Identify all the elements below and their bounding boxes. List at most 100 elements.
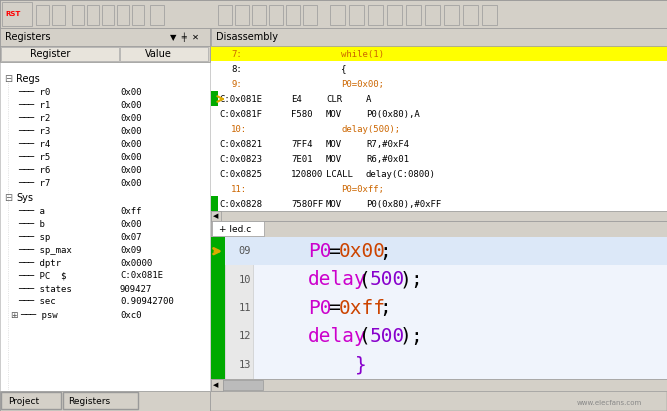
Bar [225, 237, 667, 266]
Text: R6,#0x01: R6,#0x01 [366, 155, 409, 164]
Text: Regs: Regs [16, 74, 40, 84]
Bar [2, 2, 32, 26]
Text: delay(C:0800): delay(C:0800) [366, 169, 436, 178]
Bar [235, 5, 249, 25]
Bar [212, 221, 264, 236]
Text: 7FF4: 7FF4 [291, 139, 313, 148]
Bar [349, 5, 364, 25]
Bar [211, 379, 667, 391]
Text: Registers: Registers [5, 32, 51, 42]
Bar [0, 0, 667, 28]
Text: 13: 13 [239, 360, 251, 370]
Text: C:0x081F: C:0x081F [219, 109, 262, 118]
Text: ─── a: ─── a [18, 206, 45, 215]
Bar [211, 211, 667, 221]
Text: C:0x0825: C:0x0825 [219, 169, 262, 178]
Bar [36, 5, 49, 25]
Bar [303, 5, 317, 25]
Text: MOV: MOV [326, 155, 342, 164]
Bar [211, 91, 667, 106]
Bar [406, 5, 421, 25]
Text: 7:: 7: [231, 49, 241, 58]
Bar [52, 5, 65, 25]
Bar [482, 5, 497, 25]
Text: ─── dptr: ─── dptr [18, 259, 61, 268]
Bar [269, 5, 283, 25]
Text: delay: delay [308, 270, 367, 289]
Text: =: = [328, 242, 340, 261]
Text: MOV: MOV [326, 139, 342, 148]
Bar [211, 76, 667, 91]
Text: F580: F580 [291, 109, 313, 118]
Bar [211, 136, 667, 151]
Text: 0.90942700: 0.90942700 [120, 298, 173, 307]
Text: ─── r5: ─── r5 [18, 152, 50, 162]
Bar [211, 221, 667, 237]
Bar [211, 106, 667, 121]
Bar [0, 28, 210, 411]
Text: ;: ; [410, 327, 422, 346]
Bar [0, 28, 210, 46]
Bar [211, 237, 225, 379]
Text: ─── sec: ─── sec [18, 298, 55, 307]
Bar [463, 5, 478, 25]
Text: ;: ; [380, 298, 391, 318]
Text: LCALL: LCALL [326, 169, 353, 178]
Bar [211, 46, 667, 61]
Text: 909427: 909427 [120, 284, 152, 293]
Text: ⊟: ⊟ [4, 74, 12, 84]
Text: Value: Value [145, 49, 172, 59]
Text: 0xff: 0xff [120, 206, 141, 215]
Text: Project: Project [8, 397, 39, 406]
Text: ): ) [400, 327, 412, 346]
Text: P0(0x80),A: P0(0x80),A [366, 109, 420, 118]
Text: 0x00: 0x00 [120, 152, 141, 162]
Bar [150, 5, 164, 25]
Bar [211, 91, 218, 106]
Bar [286, 5, 300, 25]
Bar [102, 5, 114, 25]
Text: Register: Register [30, 49, 71, 59]
Text: P0: P0 [308, 242, 331, 261]
Text: Registers: Registers [68, 397, 110, 406]
Text: Disassembly: Disassembly [216, 32, 278, 42]
Text: ): ) [400, 270, 412, 289]
Bar [0, 391, 210, 411]
Text: 0x0000: 0x0000 [120, 259, 152, 268]
Text: 0xc0: 0xc0 [120, 310, 141, 319]
Text: 0xff: 0xff [339, 298, 386, 318]
Bar [72, 5, 84, 25]
Text: ⊞: ⊞ [10, 310, 17, 319]
Bar [87, 5, 99, 25]
Text: 7E01: 7E01 [291, 155, 313, 164]
Bar [211, 379, 223, 391]
Text: 120800: 120800 [291, 169, 323, 178]
Text: ─── r0: ─── r0 [18, 88, 50, 97]
Text: Sys: Sys [16, 193, 33, 203]
Text: 0x00: 0x00 [120, 139, 141, 148]
Bar [211, 151, 667, 166]
Bar [211, 46, 667, 211]
Text: P0=0xff;: P0=0xff; [341, 185, 384, 194]
Text: 0x00: 0x00 [120, 166, 141, 175]
Text: ─── b: ─── b [18, 219, 45, 229]
Text: =: = [328, 298, 340, 318]
Text: {: { [341, 65, 346, 74]
Text: A: A [366, 95, 372, 104]
Text: 0x00: 0x00 [120, 219, 141, 229]
Text: ◀: ◀ [213, 382, 218, 388]
Text: ─── sp: ─── sp [18, 233, 50, 242]
Text: ─── states: ─── states [18, 284, 72, 293]
Text: delay(500);: delay(500); [341, 125, 400, 134]
Text: C:0x081E: C:0x081E [120, 272, 163, 280]
Text: 8:: 8: [231, 65, 241, 74]
Text: 0x00: 0x00 [120, 127, 141, 136]
Text: 09: 09 [239, 246, 251, 256]
Bar [117, 5, 129, 25]
Bar [211, 196, 667, 211]
Text: while(1): while(1) [341, 49, 384, 58]
Text: ─── r1: ─── r1 [18, 101, 50, 109]
Text: ⊟: ⊟ [4, 193, 12, 203]
Text: R7,#0xF4: R7,#0xF4 [366, 139, 409, 148]
Bar [132, 5, 144, 25]
